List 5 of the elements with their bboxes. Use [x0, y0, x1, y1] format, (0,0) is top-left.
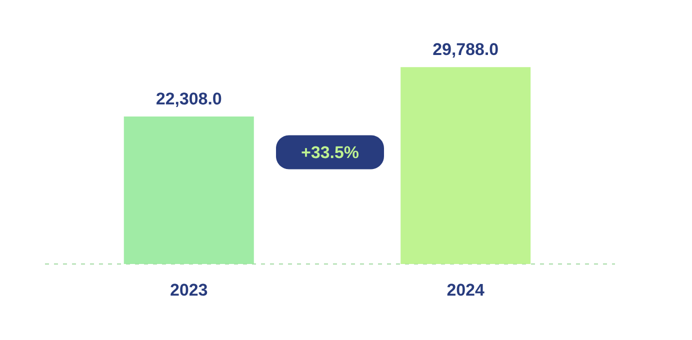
data-label: 29,788.0 — [433, 43, 498, 58]
x-tick-label: 2024 — [447, 284, 484, 296]
annotation: +33.5% — [302, 146, 359, 158]
x-tick-label: 2023 — [170, 284, 208, 296]
data-label: 22,308.0 — [156, 92, 222, 108]
